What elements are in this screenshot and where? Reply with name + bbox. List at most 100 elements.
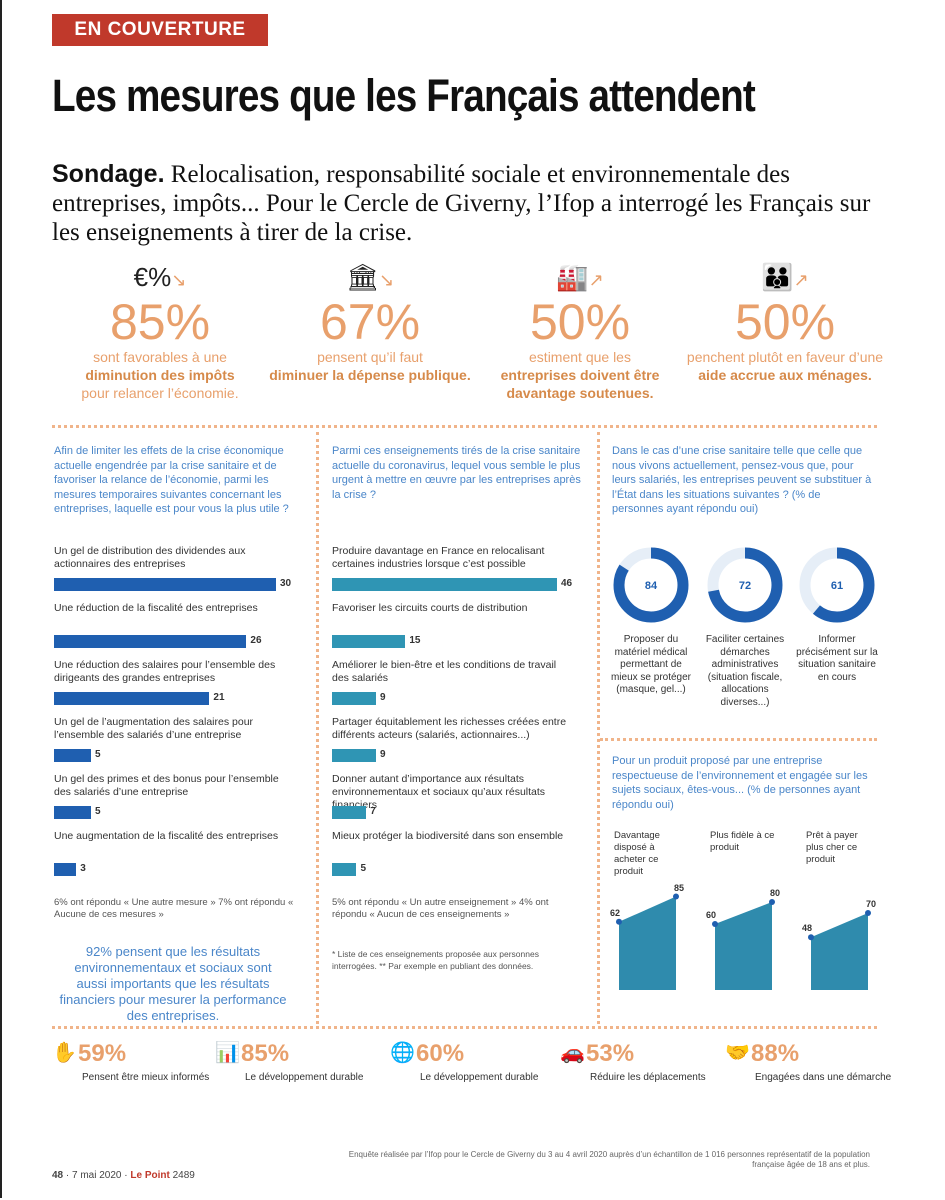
area-chart: [808, 910, 871, 990]
bar-value: 30: [280, 578, 292, 589]
donut-arc: [799, 547, 875, 623]
area-label: Prêt à payer plus cher ce produit: [806, 830, 858, 865]
donut-chart: 61: [799, 547, 875, 623]
section-badge: EN COUVERTURE: [52, 14, 268, 46]
stat-percentage: 50%: [734, 294, 836, 350]
donut-label: Proposer du matériel médical permettant …: [610, 634, 692, 695]
area-label: Davantage disposé à acheter ce produit: [614, 830, 660, 877]
bar: [332, 863, 357, 876]
bar-label: Un gel de distribution des dividendes au…: [54, 545, 246, 570]
bar-value: 7: [370, 806, 376, 817]
stat-percentage: 85%: [109, 294, 211, 350]
bar-value: 9: [380, 749, 386, 760]
area-fill: [715, 902, 772, 990]
bar-value: 5: [95, 806, 101, 817]
bar-value: 5: [95, 749, 101, 760]
bank-icon: 🏛↘: [345, 262, 395, 292]
bottom-text: Engagées dans une démarche: [755, 1072, 892, 1083]
bottom-stat: 🚗53% Réduire les déplacements: [560, 1040, 730, 1084]
bar-label: Donner autant d’importance aux résultats…: [332, 773, 546, 811]
area-point: [808, 934, 814, 941]
bar: [332, 749, 377, 762]
area-label: Plus fidèle à ce produit: [710, 830, 775, 853]
lead-paragraph: Sondage. Relocalisation, responsabilité …: [52, 160, 882, 247]
area-point: [673, 893, 679, 900]
donut-arc: [707, 547, 783, 623]
bottom-stat: ✋59% Pensent être mieux informés: [52, 1040, 222, 1084]
bar-label: Partager équitablement les richesses cré…: [332, 716, 567, 741]
bar-value: 26: [250, 635, 262, 646]
hand-icon: ✋: [52, 1042, 77, 1064]
area-chart: [712, 899, 775, 990]
bar-label: Un gel de l’augmentation des salaires po…: [54, 716, 254, 741]
bottom-percentage: 59%: [78, 1040, 127, 1067]
bar: [54, 749, 91, 762]
chart-icon: 📊: [215, 1042, 240, 1064]
bottom-percentage: 85%: [241, 1040, 290, 1067]
donut-value: 72: [739, 580, 751, 592]
factory-icon: 🏭↗: [556, 262, 604, 292]
stat-companies: 🏭↗ 50% estiment que les entreprises doive…: [475, 262, 685, 402]
divider: [52, 425, 877, 428]
divider: [597, 432, 600, 1024]
stat-public-spending: 🏛↘ 67% pensent qu’il faut diminuer la dép…: [265, 262, 475, 384]
stat-percentage: 50%: [529, 294, 631, 350]
area-value: 62: [610, 907, 621, 918]
bottom-stat: 🌐60% Le développement durable: [390, 1040, 560, 1084]
question-col2: Parmi ces enseignements tirés de la cris…: [332, 445, 581, 501]
callout-92: 92% pensent que les résultats environnem…: [59, 944, 287, 1023]
divider: [600, 738, 877, 741]
bar-label: Mieux protéger la biodiversité dans son …: [332, 830, 564, 842]
area-value: 85: [674, 882, 685, 893]
bar-value: 15: [409, 635, 421, 646]
bottom-stat: 🤝88% Engagées dans une démarche: [725, 1040, 895, 1084]
stat-text: sont favorables à une diminution des impô…: [81, 349, 239, 401]
family-icon: 👪↗: [761, 262, 809, 292]
bar-label: Améliorer le bien-être et les conditions…: [332, 659, 557, 684]
stat-households: 👪↗ 50% penchent plutôt en faveur d’une ai…: [680, 262, 890, 384]
divider: [52, 1026, 877, 1029]
bar-label: Une réduction de la fiscalité des entrep…: [54, 602, 258, 614]
bottom-percentage: 53%: [586, 1040, 635, 1067]
area-point: [865, 910, 871, 916]
bar-value: 3: [80, 863, 86, 874]
bar-value: 9: [380, 692, 386, 703]
area-point: [769, 899, 775, 905]
lead-strong: Sondage.: [52, 160, 165, 188]
stat-percentage: 67%: [319, 294, 421, 350]
source-note: Enquête réalisée par l’Ifop pour le Cerc…: [348, 1150, 870, 1169]
col2-footnote: * Liste de ces enseignements proposée au…: [332, 949, 539, 971]
bottom-percentage: 60%: [416, 1040, 465, 1067]
bar-label: Une augmentation de la fiscalité des ent…: [54, 830, 279, 842]
area-value: 60: [706, 910, 717, 920]
bar-value: 5: [360, 863, 367, 874]
bottom-text: Le développement durable: [245, 1072, 364, 1083]
issue-number: 2489: [172, 1170, 195, 1181]
area-chart: [616, 893, 679, 990]
bottom-text: Réduire les déplacements: [590, 1072, 706, 1083]
divider: [316, 432, 319, 1024]
bar: [54, 863, 77, 876]
col1-note: 6% ont répondu « Une autre mesure » 7% o…: [54, 897, 294, 920]
area-fill: [811, 913, 868, 990]
bar-value: 21: [213, 692, 225, 703]
globe-icon: 🌐: [390, 1042, 415, 1064]
stat-text: estiment que les entreprises doivent être…: [500, 349, 660, 401]
bottom-percentage: 88%: [751, 1040, 800, 1067]
bar: [54, 806, 91, 819]
question-col3: Dans le cas d’une crise sanitaire telle …: [612, 445, 872, 515]
bar: [54, 635, 247, 648]
bar-label: Favoriser les circuits courts de distrib…: [332, 602, 528, 614]
stat-taxes: €%↘ 85% sont favorables à une diminution …: [55, 262, 265, 402]
col2-note: 5% ont répondu « Un autre enseignement »…: [332, 897, 549, 920]
bar: [332, 806, 367, 819]
footer-date: 7 mai 2020: [72, 1170, 122, 1181]
handshake-icon: 🤝: [725, 1042, 750, 1064]
donut-label: Faciliter certaines démarches administra…: [705, 634, 785, 708]
area-point: [712, 921, 718, 927]
area-point: [616, 918, 622, 925]
donut-arc: [613, 547, 689, 623]
donut-value: 84: [645, 580, 658, 592]
bar: [332, 692, 377, 705]
